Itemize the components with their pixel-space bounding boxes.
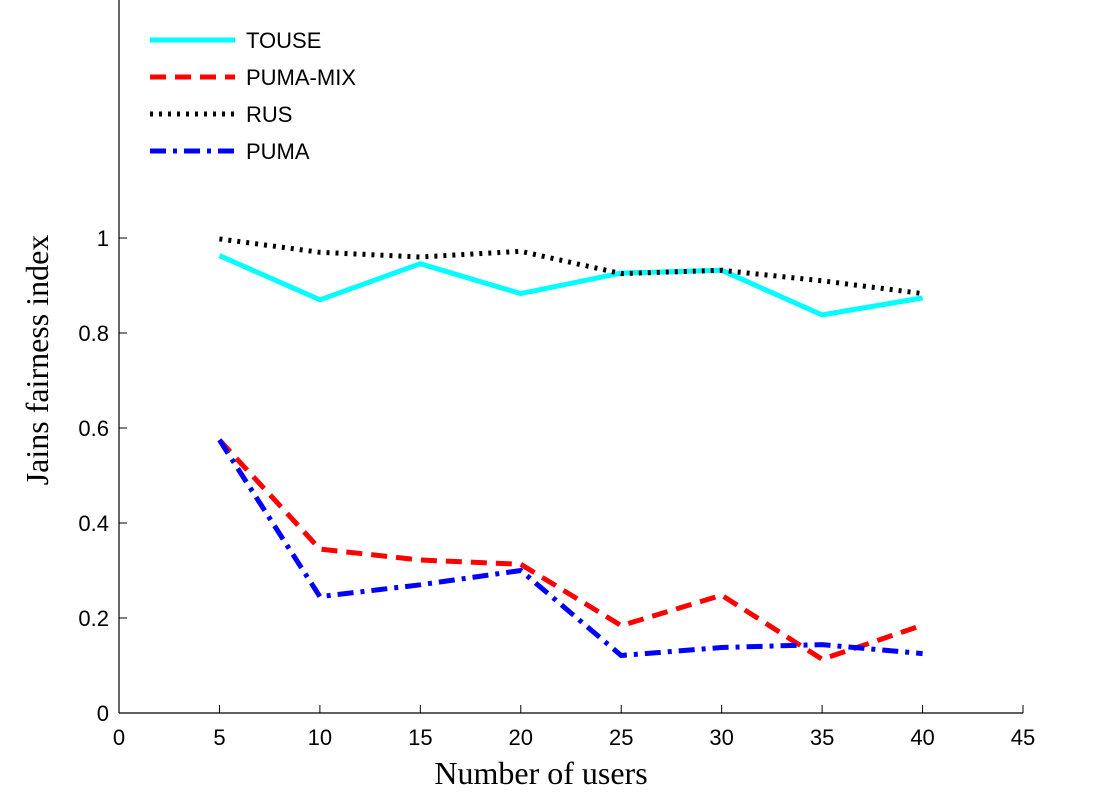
x-tick-label: 0 [113, 725, 125, 750]
legend-label: RUS [246, 102, 292, 127]
x-tick-label: 20 [509, 725, 533, 750]
x-tick-label: 30 [709, 725, 733, 750]
y-tick-label: 0 [97, 701, 109, 726]
x-tick-label: 25 [609, 725, 633, 750]
x-tick-label: 5 [213, 725, 225, 750]
y-tick-label: 0.6 [78, 416, 109, 441]
series-line-rus [219, 236, 923, 297]
y-axis-title: Jains fairness index [19, 235, 55, 486]
x-tick-label: 45 [1011, 725, 1035, 750]
x-tick-label: 40 [910, 725, 934, 750]
axes: 0 5 10 15 20 25 30 35 40 45 0 0.2 0.4 0.6 0.8 1 [78, 0, 1035, 750]
y-tick-label: 0.4 [78, 511, 109, 536]
x-tick-label: 35 [810, 725, 834, 750]
y-tick-label: 0.8 [78, 321, 109, 346]
y-tick-label: 1 [97, 226, 109, 251]
x-axis-title: Number of users [434, 755, 647, 791]
series-lines [217, 236, 924, 663]
legend-label: TOUSE [246, 28, 321, 53]
legend-label: PUMA-MIX [246, 65, 356, 90]
legend: TOUSE PUMA-MIX RUS PUMA [150, 28, 356, 164]
series-line-puma [217, 438, 923, 659]
x-tick-label: 15 [408, 725, 432, 750]
series-line-touse [218, 253, 924, 318]
legend-label: PUMA [246, 139, 310, 164]
series-line-puma-mix [217, 438, 924, 663]
y-tick-label: 0.2 [78, 606, 109, 631]
x-tick-label: 10 [308, 725, 332, 750]
